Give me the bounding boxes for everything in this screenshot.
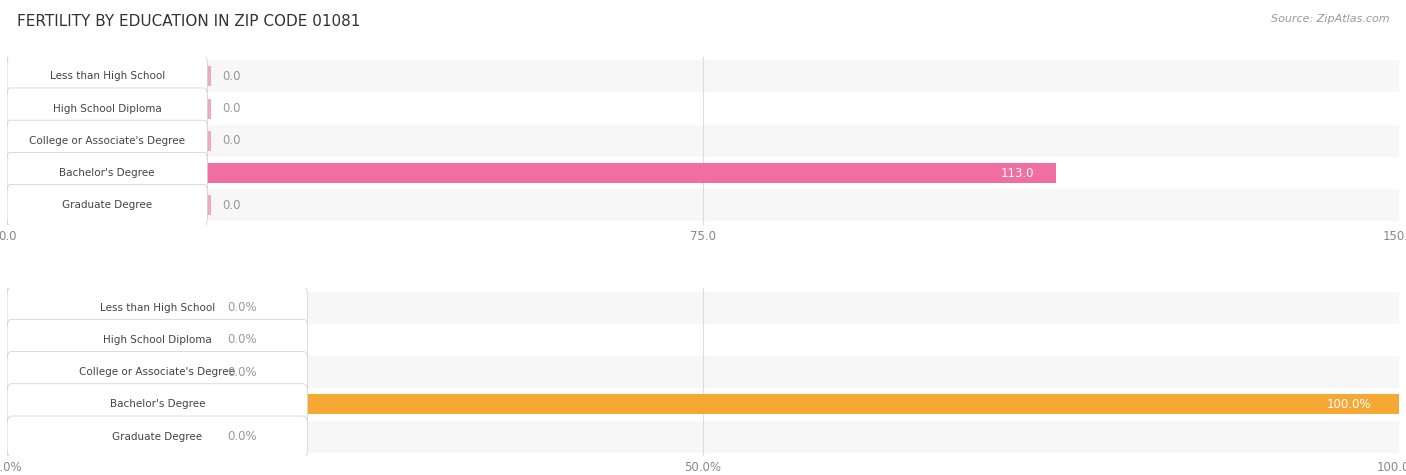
Text: Less than High School: Less than High School [100, 303, 215, 313]
Text: 0.0: 0.0 [222, 134, 240, 147]
Bar [7, 292, 1399, 324]
Text: High School Diploma: High School Diploma [103, 335, 212, 345]
Bar [7, 330, 217, 350]
Bar [7, 60, 1399, 93]
Bar [7, 388, 1399, 420]
Text: 0.0: 0.0 [222, 199, 240, 212]
Text: 113.0: 113.0 [1001, 167, 1035, 180]
Text: FERTILITY BY EDUCATION IN ZIP CODE 01081: FERTILITY BY EDUCATION IN ZIP CODE 01081 [17, 14, 360, 29]
Text: 100.0%: 100.0% [1327, 398, 1371, 411]
FancyBboxPatch shape [7, 88, 208, 129]
Text: 0.0%: 0.0% [226, 366, 256, 379]
Bar [7, 157, 1399, 189]
Bar [7, 93, 1399, 125]
FancyBboxPatch shape [7, 56, 208, 97]
Text: 0.0: 0.0 [222, 102, 240, 115]
Text: High School Diploma: High School Diploma [53, 104, 162, 114]
Text: 0.0%: 0.0% [226, 333, 256, 346]
Text: College or Associate's Degree: College or Associate's Degree [30, 136, 186, 146]
Bar [7, 324, 1399, 356]
Bar [7, 362, 217, 382]
FancyBboxPatch shape [7, 352, 308, 393]
Text: 0.0%: 0.0% [226, 430, 256, 443]
FancyBboxPatch shape [7, 384, 308, 425]
Text: Graduate Degree: Graduate Degree [112, 432, 202, 442]
Bar [7, 298, 217, 318]
FancyBboxPatch shape [7, 287, 308, 328]
Bar [7, 420, 1399, 453]
FancyBboxPatch shape [7, 120, 208, 162]
FancyBboxPatch shape [7, 319, 308, 361]
Text: Less than High School: Less than High School [49, 71, 165, 81]
Text: Graduate Degree: Graduate Degree [62, 200, 152, 210]
Text: College or Associate's Degree: College or Associate's Degree [79, 367, 235, 377]
FancyBboxPatch shape [7, 152, 208, 194]
Text: Bachelor's Degree: Bachelor's Degree [110, 399, 205, 409]
Text: 0.0%: 0.0% [226, 301, 256, 314]
Bar [7, 125, 1399, 157]
Bar [7, 131, 211, 151]
Bar [7, 99, 211, 119]
Bar [7, 195, 211, 215]
Bar [7, 394, 1399, 414]
Bar [7, 189, 1399, 221]
Bar [7, 427, 217, 446]
Bar [7, 163, 1056, 183]
FancyBboxPatch shape [7, 416, 308, 457]
Bar [7, 356, 1399, 388]
Bar [7, 66, 211, 86]
FancyBboxPatch shape [7, 185, 208, 226]
Text: Source: ZipAtlas.com: Source: ZipAtlas.com [1271, 14, 1389, 24]
Text: 0.0: 0.0 [222, 70, 240, 83]
Text: Bachelor's Degree: Bachelor's Degree [59, 168, 155, 178]
